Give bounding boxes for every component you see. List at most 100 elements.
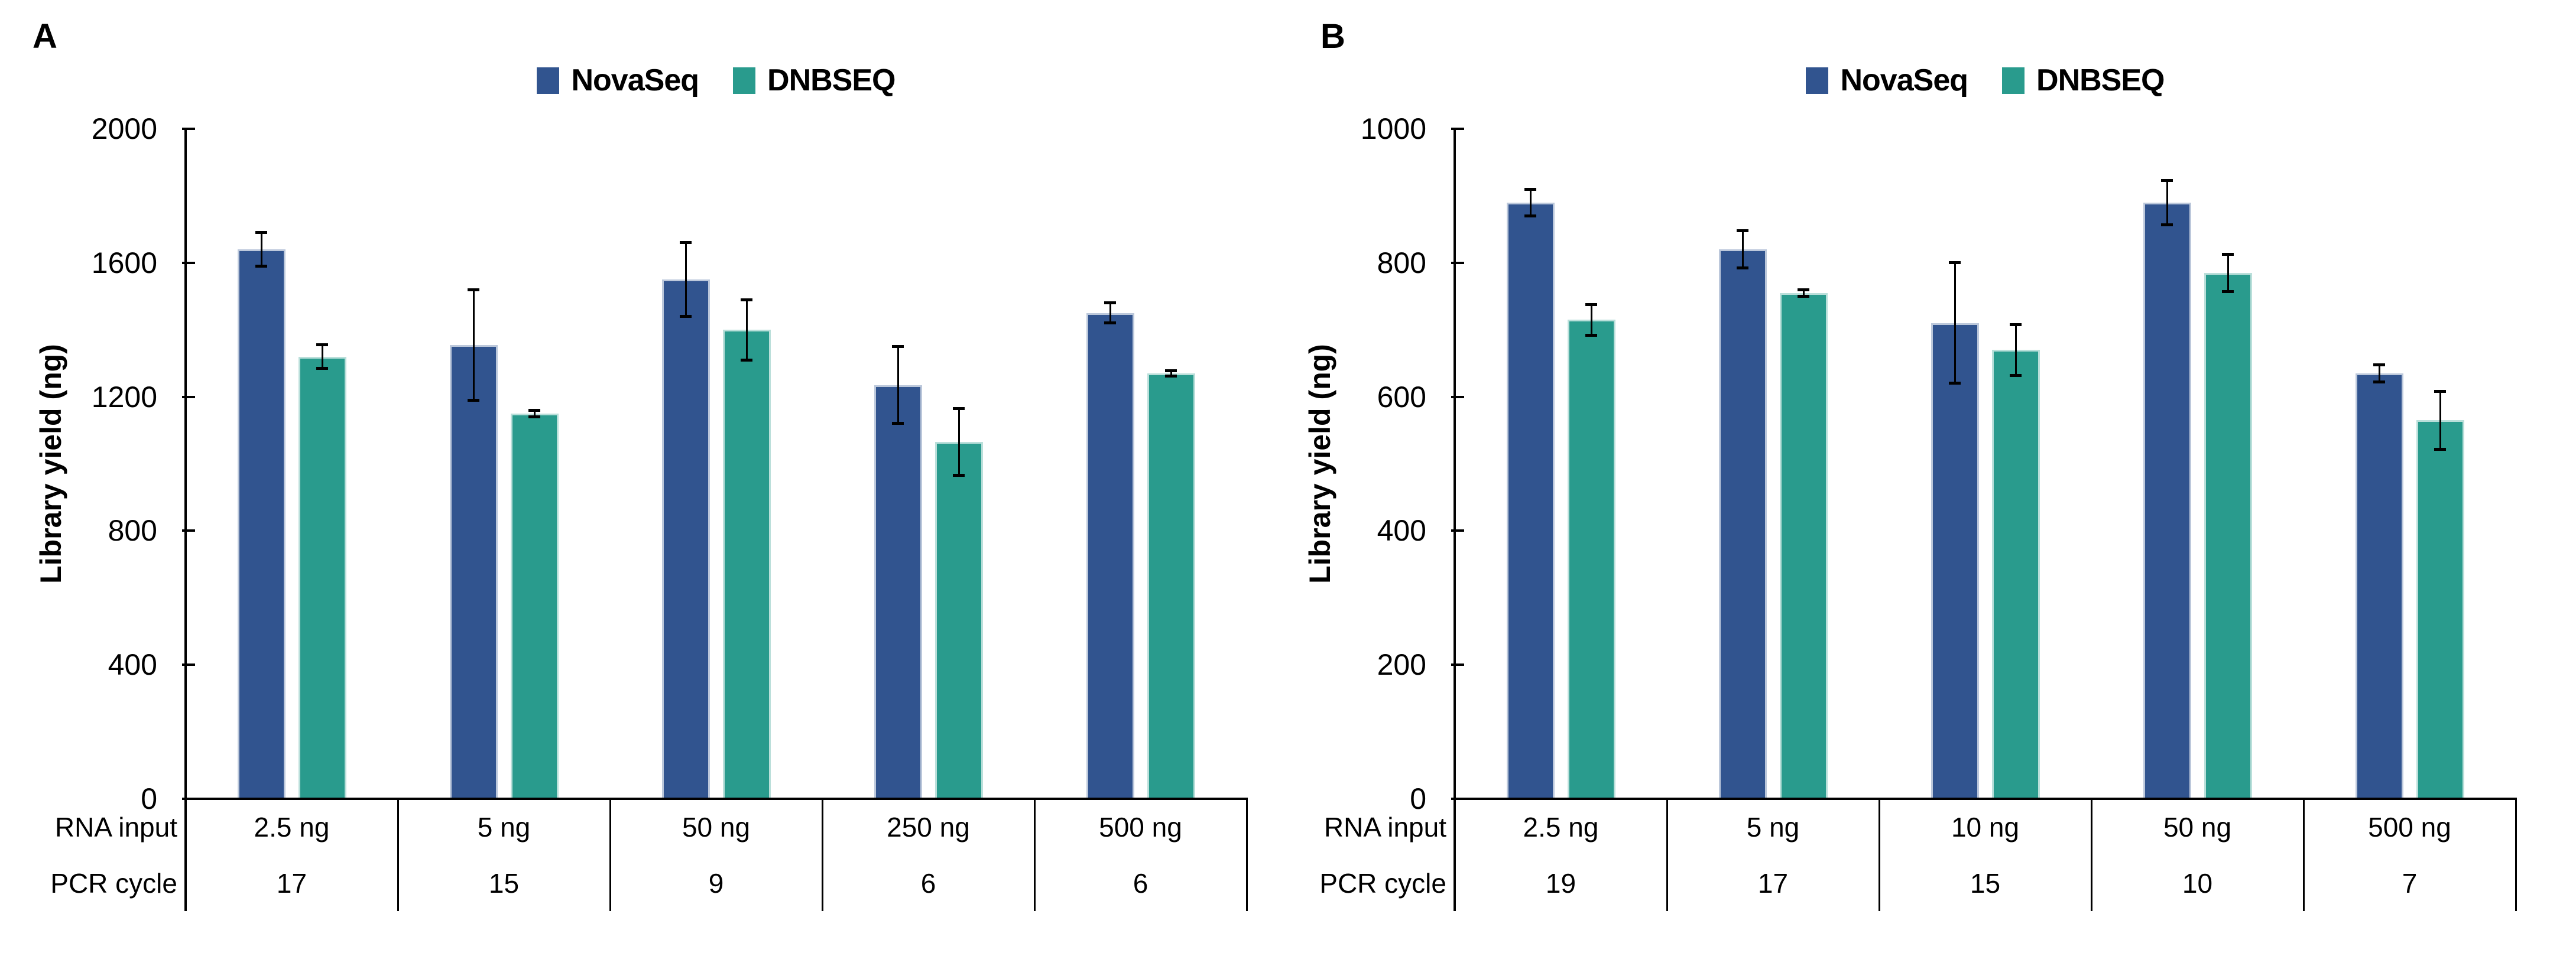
error-bar-cap-bottom [680,315,692,318]
legend-item-dnbseq: DNBSEQ [733,63,896,98]
row-label-rna-input: RNA input [1323,811,1446,843]
table-cell-pcr-cycle: 7 [2402,867,2418,899]
bar-dnbseq [510,413,559,799]
error-bar-cap-top [741,298,752,301]
error-bar [745,300,748,360]
table-cell-pcr-cycle: 17 [276,867,307,899]
y-tick [182,128,195,130]
bar-novaseq [1506,202,1555,799]
error-bar-cap-top [2373,363,2385,366]
table-cell-rna-input: 2.5 ng [1523,811,1599,843]
table-cell-rna-input: 50 ng [682,811,751,843]
error-bar [1954,262,1956,383]
error-bar-cap-top [1798,288,1809,291]
bar-novaseq [449,344,498,799]
table-cell-rna-input: 250 ng [887,811,970,843]
error-bar-cap-bottom [741,358,752,362]
error-bar-cap-top [1737,229,1748,232]
y-tick-label: 0 [1410,782,1426,815]
y-tick [182,663,195,666]
error-bar-cap-top [1165,369,1177,372]
panel-label: A [33,17,57,56]
table-divider [2090,799,2092,911]
error-bar-cap-bottom [2010,373,2022,377]
table-divider [1878,799,1880,911]
legend-item-dnbseq: DNBSEQ [2002,63,2165,98]
error-bar-cap-bottom [1165,374,1177,378]
y-tick [182,261,195,264]
error-bar-cap-top [528,408,540,412]
table-cell-pcr-cycle: 6 [920,867,936,899]
error-bar-cap-bottom [255,264,267,268]
error-bar [1170,370,1172,376]
y-tick-label: 1000 [1360,112,1426,145]
legend-swatch-icon [1806,67,1829,94]
error-bar [1741,230,1744,268]
error-bar [2227,254,2229,292]
error-bar-cap-bottom [1949,382,1961,385]
error-bar [897,346,899,424]
table-divider [2515,799,2517,911]
error-bar [958,408,960,476]
error-bar-cap-top [316,343,328,347]
y-tick [1451,261,1464,264]
error-bar-cap-top [2222,252,2234,256]
error-bar-cap-bottom [468,398,479,402]
table-divider [2302,799,2305,911]
table-cell-rna-input: 2.5 ng [254,811,330,843]
table-cell-rna-input: 5 ng [1746,811,1800,843]
table-cell-rna-input: 500 ng [1099,811,1182,843]
error-bar-cap-top [1585,303,1597,306]
error-bar-cap-bottom [1585,333,1597,337]
error-bar-cap-bottom [2222,290,2234,294]
table-cell-pcr-cycle: 6 [1133,867,1149,899]
y-axis-title: Library yield (ng) [1303,344,1336,584]
error-bar [472,290,475,401]
y-tick-label: 800 [108,514,157,548]
bar-dnbseq [1567,320,1615,799]
error-bar [1109,303,1111,323]
legend: NovaSeq DNBSEQ [1455,61,2516,99]
bar-dnbseq [935,442,983,799]
y-tick [1451,128,1464,130]
bar-dnbseq [1779,292,1828,799]
table-cell-rna-input: 50 ng [2163,811,2232,843]
table-divider [821,799,823,911]
error-bar-cap-bottom [1798,295,1809,298]
table-divider [609,799,611,911]
table-cell-rna-input: 10 ng [1951,811,2020,843]
table-cell-rna-input: 500 ng [2368,811,2451,843]
table-cell-pcr-cycle: 17 [1757,867,1789,899]
panel-b: B NovaSeq DNBSEQ Library yield (ng) 0 200 400 6… [1288,0,2576,953]
bar-novaseq [661,279,710,799]
error-bar [321,344,323,369]
y-tick-label: 800 [1377,246,1426,279]
error-bar-cap-bottom [953,474,965,477]
panel-a: A NovaSeq DNBSEQ Library yield (ng) 0 400 800 1… [33,17,1248,911]
y-tick-label: 200 [1377,648,1426,682]
error-bar-cap-bottom [1737,266,1748,270]
error-bar-cap-bottom [316,366,328,370]
x-axis-line [184,798,1248,800]
error-bar-cap-top [468,288,479,291]
table-cell-rna-input: 5 ng [477,811,531,843]
y-tick [1451,529,1464,532]
bar-dnbseq [1147,373,1195,799]
row-label-rna-input: RNA input [54,811,177,843]
error-bar-cap-bottom [2373,380,2385,384]
legend-label: DNBSEQ [767,63,896,97]
bar-novaseq [1086,313,1134,799]
error-bar-cap-top [1949,261,1961,265]
error-bar [1529,189,1532,216]
error-bar-cap-top [2161,178,2173,182]
table-cell-pcr-cycle: 19 [1545,867,1576,899]
legend-swatch-icon [733,67,756,94]
table-cell-pcr-cycle: 15 [1970,867,2001,899]
legend-item-novaseq: NovaSeq [537,63,699,98]
bar-dnbseq [1991,350,2040,799]
error-bar-cap-bottom [528,415,540,419]
legend-label: NovaSeq [571,63,699,97]
error-bar-cap-top [1104,301,1116,305]
error-bar [1802,290,1805,297]
y-tick [182,395,195,398]
